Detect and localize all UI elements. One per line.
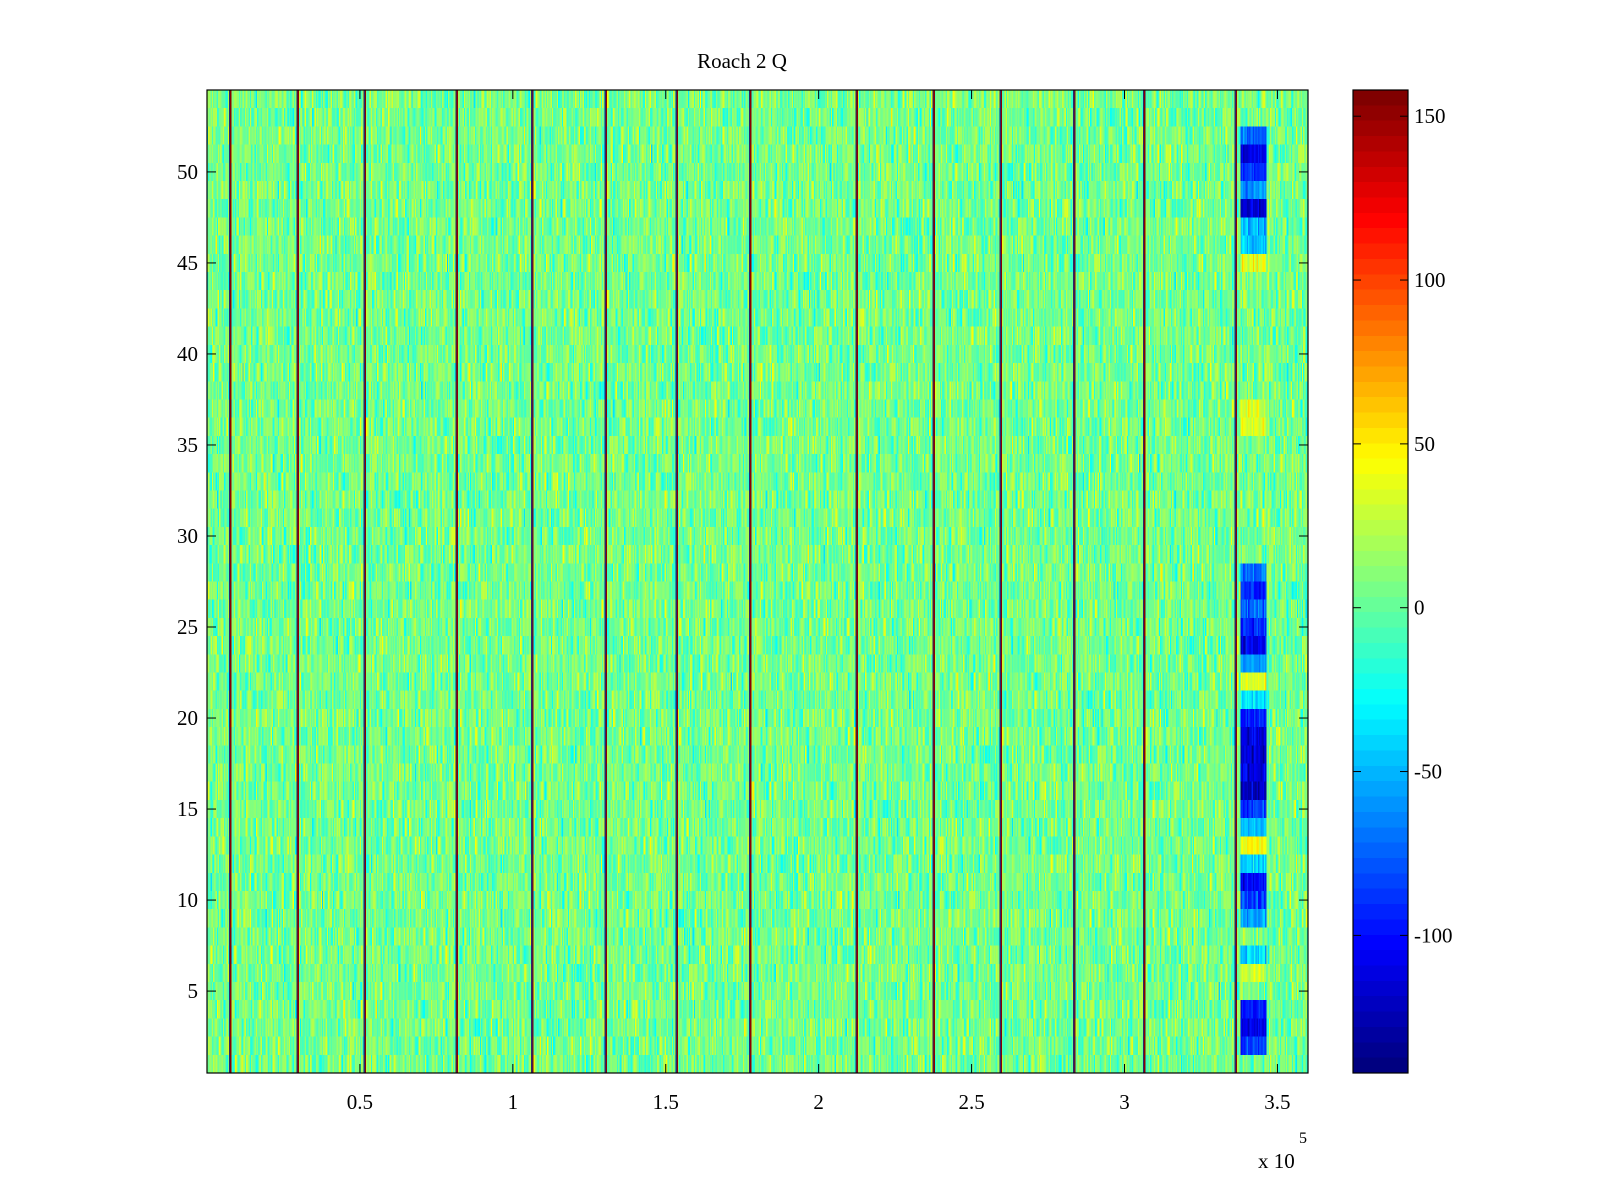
colorbar-tick-label: -50 — [1414, 760, 1442, 784]
colorbar-axis: -100 -50 0 50 100 150 — [1353, 104, 1453, 947]
x-tick-label: 0.5 — [347, 1090, 373, 1114]
x-tick-label: 2.5 — [958, 1090, 984, 1114]
y-tick-label: 10 — [177, 888, 198, 912]
y-tick-label: 35 — [177, 433, 198, 457]
plot-frame — [206, 89, 1309, 1074]
chart-title: Roach 2 Q — [697, 49, 787, 73]
y-tick-label: 50 — [177, 160, 198, 184]
x-axis-multiplier: x 10 — [1258, 1149, 1295, 1173]
colorbar-tick-label: 50 — [1414, 432, 1435, 456]
colorbar-tick-label: 100 — [1414, 268, 1446, 292]
x-tick-label: 1 — [508, 1090, 519, 1114]
colorbar-frame — [1352, 89, 1409, 1074]
x-tick-label: 3.5 — [1264, 1090, 1290, 1114]
y-tick-label: 30 — [177, 524, 198, 548]
y-tick-label: 40 — [177, 342, 198, 366]
colorbar-tick-label: 150 — [1414, 104, 1446, 128]
x-tick-label: 1.5 — [653, 1090, 679, 1114]
x-axis-multiplier-exponent: 5 — [1299, 1130, 1307, 1147]
colorbar — [1353, 90, 1408, 1073]
y-tick-label: 5 — [188, 979, 199, 1003]
y-tick-label: 45 — [177, 251, 198, 275]
colorbar-tick-label: 0 — [1414, 596, 1425, 620]
heatmap-image — [207, 90, 1308, 1073]
x-tick-label: 3 — [1119, 1090, 1130, 1114]
x-tick-label: 2 — [813, 1090, 824, 1114]
y-tick-label: 25 — [177, 615, 198, 639]
y-tick-label: 15 — [177, 797, 198, 821]
colorbar-tick-label: -100 — [1414, 923, 1453, 947]
y-tick-label: 20 — [177, 706, 198, 730]
y-axis: 5 10 15 20 25 30 35 40 45 50 — [177, 160, 1308, 1003]
x-axis: 0.5 1 1.5 2 2.5 3 3.5 — [347, 90, 1291, 1114]
